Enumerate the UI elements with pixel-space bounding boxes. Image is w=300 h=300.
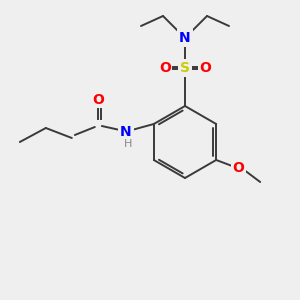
Text: N: N [120, 125, 132, 139]
Text: O: O [92, 93, 104, 107]
Text: O: O [159, 61, 171, 75]
Text: N: N [179, 31, 191, 45]
Text: H: H [124, 139, 132, 149]
Text: S: S [180, 61, 190, 75]
Text: O: O [232, 161, 244, 175]
Text: O: O [199, 61, 211, 75]
